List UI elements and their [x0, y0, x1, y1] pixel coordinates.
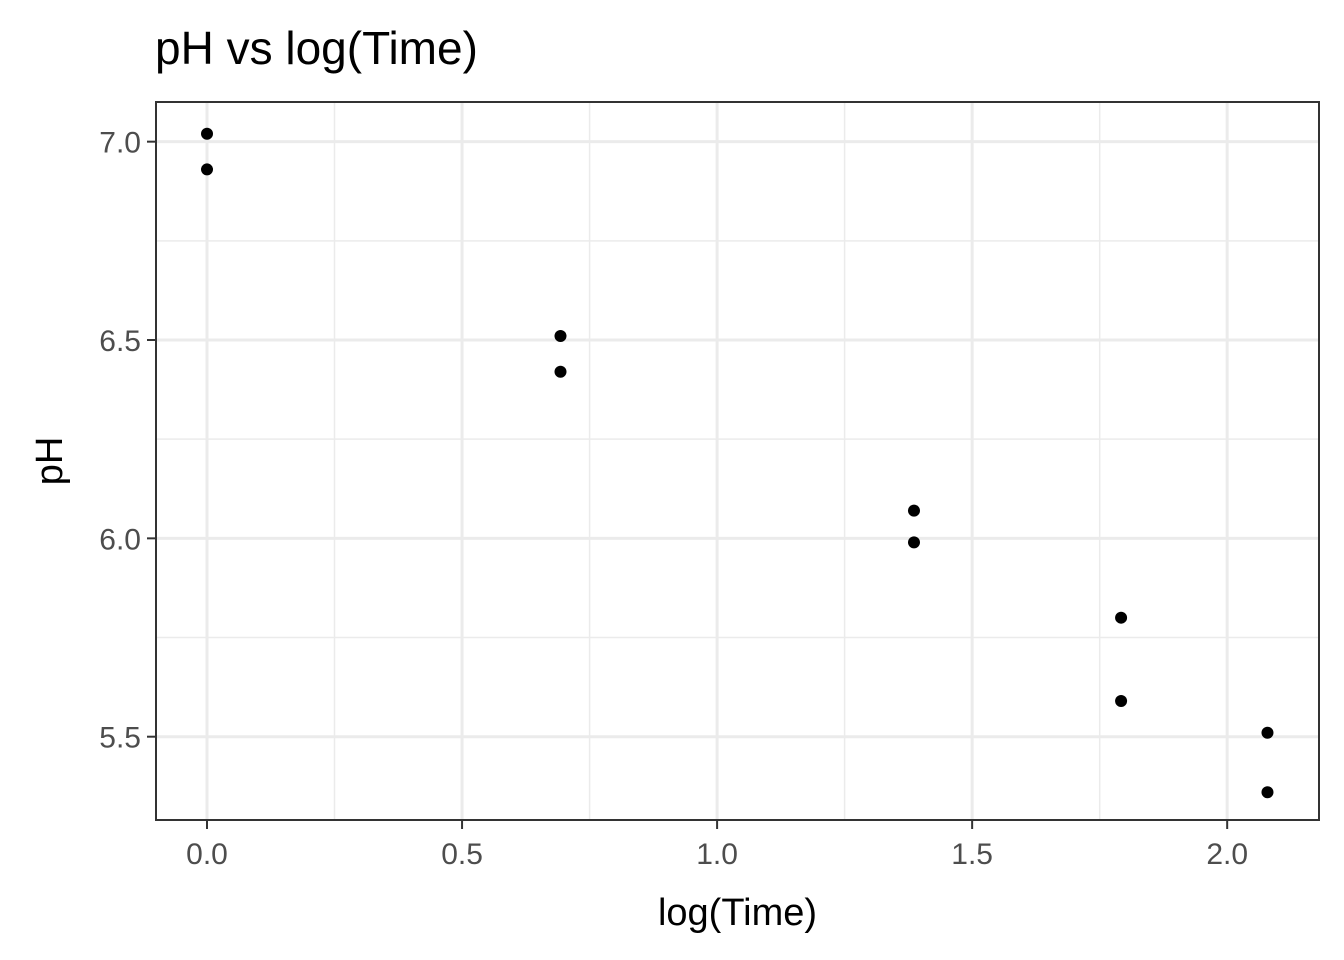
x-tick-label: 0.5	[441, 838, 483, 871]
x-tick-label: 1.5	[951, 838, 993, 871]
data-point	[907, 504, 920, 517]
data-point	[554, 330, 567, 343]
y-tick-label: 6.0	[99, 523, 141, 556]
data-point	[1115, 611, 1128, 624]
data-point	[1261, 726, 1274, 739]
x-tick-label: 0.0	[186, 838, 228, 871]
chart-title: pH vs log(Time)	[155, 22, 478, 74]
plot-panel-border	[155, 101, 1320, 821]
data-points	[201, 127, 1274, 799]
y-tick-label: 7.0	[99, 127, 141, 160]
major-gridlines	[156, 102, 1319, 820]
data-point	[1115, 694, 1128, 707]
data-point	[554, 365, 567, 378]
plot-panel-background	[156, 102, 1319, 820]
data-point	[907, 536, 920, 549]
data-point	[201, 163, 214, 176]
x-axis: 0.0 0.5 1.0 1.5 2.0	[186, 820, 1248, 871]
x-tick-label: 2.0	[1206, 838, 1248, 871]
y-axis: 5.5 6.0 6.5 7.0	[99, 127, 156, 755]
y-axis-title: pH	[29, 437, 71, 486]
minor-gridlines	[156, 102, 1319, 820]
y-tick-label: 6.5	[99, 325, 141, 358]
x-tick-label: 1.0	[696, 838, 738, 871]
x-axis-title: log(Time)	[658, 892, 817, 934]
data-point	[201, 127, 214, 140]
y-tick-label: 5.5	[99, 722, 141, 755]
data-point	[1261, 786, 1274, 799]
